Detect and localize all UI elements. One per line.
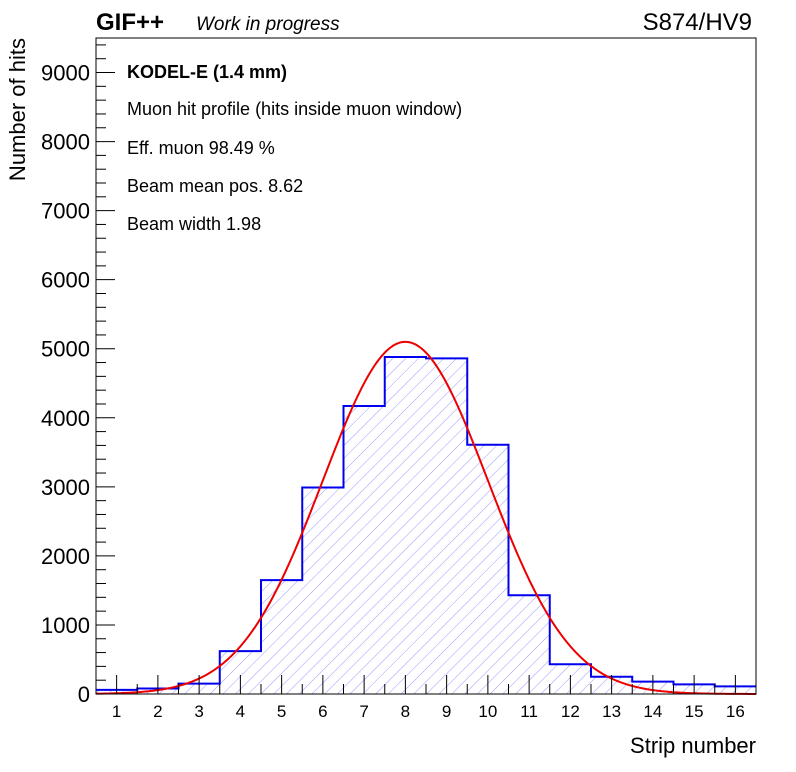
beam-width-label: Beam width 1.98 xyxy=(127,214,261,234)
y-axis: 0 1000 2000 3000 4000 5000 6000 7000 8000 9000 xyxy=(41,44,115,707)
x-tick-label: 13 xyxy=(602,702,621,721)
run-label: S874/HV9 xyxy=(643,9,752,36)
x-tick-label: 11 xyxy=(520,702,538,721)
x-tick-label: 15 xyxy=(685,702,704,721)
y-tick-label: 4000 xyxy=(41,406,90,431)
x-tick-label: 14 xyxy=(643,702,662,721)
y-tick-label: 5000 xyxy=(41,337,90,362)
y-tick-label: 3000 xyxy=(41,475,90,500)
y-tick-label: 9000 xyxy=(41,61,90,86)
x-tick-label: 8 xyxy=(401,702,410,721)
histogram-fill xyxy=(96,357,756,694)
x-tick-label: 7 xyxy=(359,702,368,721)
gaussian-fit-curve xyxy=(95,340,757,695)
chamber-label: KODEL-E (1.4 mm) xyxy=(127,62,287,82)
x-tick-label: 9 xyxy=(442,702,451,721)
y-tick-label: 0 xyxy=(78,682,90,707)
x-tick-label: 5 xyxy=(277,702,286,721)
x-tick-label: 12 xyxy=(561,702,580,721)
x-tick-label: 4 xyxy=(236,702,245,721)
x-tick-label: 16 xyxy=(726,702,745,721)
histogram-outline xyxy=(96,356,756,691)
y-tick-label: 2000 xyxy=(41,544,90,569)
y-tick-label: 7000 xyxy=(41,199,90,224)
y-tick-label: 6000 xyxy=(41,268,90,293)
x-tick-label: 10 xyxy=(478,702,497,721)
status-label: Work in progress xyxy=(196,14,340,35)
y-axis-title: Number of hits xyxy=(5,38,30,181)
x-tick-label: 3 xyxy=(194,702,203,721)
brand-title: GIF++ xyxy=(96,9,164,36)
y-tick-label: 1000 xyxy=(41,613,90,638)
x-axis-title: Strip number xyxy=(630,733,756,758)
x-tick-label: 2 xyxy=(153,702,162,721)
efficiency-label: Eff. muon 98.49 % xyxy=(127,138,275,158)
x-axis: 1 2 3 4 5 6 7 8 9 10 11 12 13 14 15 16 xyxy=(95,675,757,721)
y-tick-label: 8000 xyxy=(41,130,90,155)
description-label: Muon hit profile (hits inside muon windo… xyxy=(127,99,462,119)
x-tick-label: 1 xyxy=(112,702,121,721)
x-tick-label: 6 xyxy=(318,702,327,721)
beam-mean-label: Beam mean pos. 8.62 xyxy=(127,176,303,196)
